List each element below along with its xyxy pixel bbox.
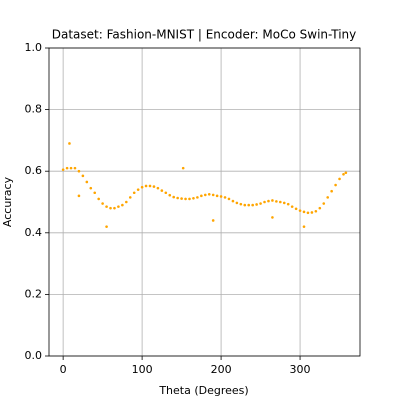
x-tick-label: 200 <box>211 363 232 376</box>
point <box>243 203 247 207</box>
point <box>338 177 341 181</box>
point <box>227 197 231 201</box>
point <box>310 211 314 214</box>
point <box>219 195 223 198</box>
point <box>223 196 227 199</box>
y-tick-label: 0.6 <box>25 164 43 177</box>
point <box>180 197 183 200</box>
point <box>318 206 322 210</box>
point <box>259 202 262 205</box>
point <box>314 209 318 213</box>
point <box>136 188 140 191</box>
point <box>192 197 195 200</box>
point <box>290 205 294 208</box>
point <box>89 186 93 190</box>
point <box>330 189 333 193</box>
point <box>271 199 274 202</box>
point <box>211 219 215 222</box>
point <box>211 193 215 197</box>
point <box>125 200 128 204</box>
point <box>267 199 270 203</box>
point <box>148 184 152 188</box>
y-tick-label: 0.0 <box>25 349 43 362</box>
point <box>156 186 160 190</box>
point <box>81 174 85 178</box>
point <box>152 185 156 188</box>
point <box>164 191 168 195</box>
point <box>184 197 187 201</box>
y-tick-label: 0.2 <box>25 287 43 300</box>
point <box>61 168 65 171</box>
point <box>93 191 97 195</box>
point <box>231 199 235 203</box>
x-axis-label: Theta (Degrees) <box>158 384 248 397</box>
y-tick-label: 0.4 <box>25 226 43 239</box>
point <box>69 166 73 170</box>
point <box>326 196 329 199</box>
point <box>306 211 310 215</box>
point <box>140 185 144 189</box>
point <box>121 203 124 207</box>
point <box>239 202 243 206</box>
point <box>279 200 282 204</box>
point <box>109 206 112 210</box>
point <box>132 191 136 195</box>
y-axis-label: Accuracy <box>1 176 14 227</box>
point <box>85 180 89 184</box>
point <box>101 202 104 205</box>
point <box>207 193 211 196</box>
point <box>68 142 71 145</box>
point <box>172 195 176 199</box>
x-tick-label: 0 <box>60 363 67 376</box>
point <box>275 200 278 203</box>
point <box>298 209 302 212</box>
point <box>251 203 254 207</box>
point <box>282 201 286 205</box>
point <box>188 197 191 201</box>
point <box>247 203 251 207</box>
point <box>344 171 348 175</box>
point <box>322 202 326 205</box>
point <box>302 225 306 228</box>
point <box>286 202 290 206</box>
point <box>128 196 132 199</box>
point <box>302 210 306 214</box>
point <box>160 189 164 192</box>
point <box>271 216 274 219</box>
point <box>215 194 219 198</box>
point <box>65 166 69 170</box>
point <box>263 200 266 204</box>
point <box>196 196 199 199</box>
point <box>113 206 116 210</box>
point <box>77 194 81 198</box>
point <box>144 184 148 188</box>
point <box>203 193 207 197</box>
point <box>334 183 337 187</box>
x-tick-label: 300 <box>290 363 311 376</box>
point <box>117 205 120 208</box>
x-tick-label: 100 <box>132 363 153 376</box>
point <box>105 205 108 208</box>
point <box>97 197 100 201</box>
point <box>235 201 239 205</box>
point <box>105 225 108 228</box>
point <box>294 207 298 211</box>
chart-title: Dataset: Fashion-MNIST | Encoder: MoCo S… <box>52 28 357 42</box>
point <box>342 172 345 176</box>
point <box>168 193 172 197</box>
plot-frame <box>48 47 361 357</box>
point <box>181 166 185 170</box>
y-tick-label: 1.0 <box>25 41 43 54</box>
point <box>200 194 203 198</box>
y-tick-label: 0.8 <box>25 103 43 116</box>
point <box>255 203 258 206</box>
point <box>73 166 77 170</box>
point <box>77 169 81 173</box>
point <box>176 196 179 200</box>
